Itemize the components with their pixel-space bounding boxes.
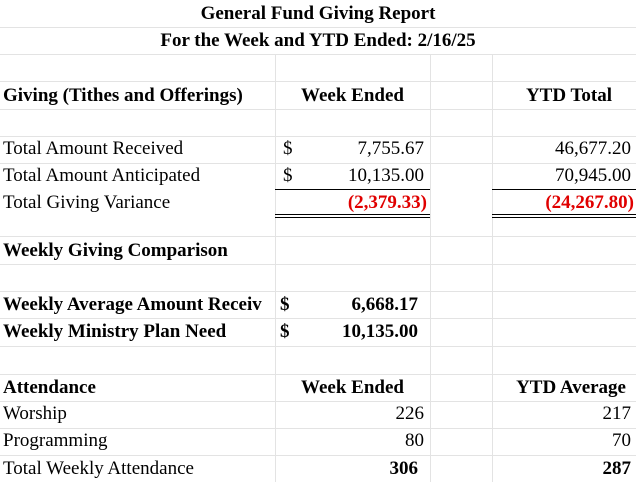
row-label: Programming bbox=[3, 430, 108, 451]
grid-line bbox=[0, 428, 636, 429]
column-heading: YTD Average bbox=[516, 377, 626, 398]
column-heading: Week Ended bbox=[301, 377, 404, 398]
grid-line bbox=[0, 27, 636, 28]
currency: $ bbox=[283, 165, 293, 186]
grid-line bbox=[0, 163, 636, 164]
grid-line bbox=[0, 81, 636, 82]
double-underline bbox=[275, 217, 430, 218]
grid-line bbox=[0, 455, 636, 456]
double-underline bbox=[492, 214, 636, 215]
row-label: Worship bbox=[3, 403, 67, 424]
grid-line bbox=[275, 54, 276, 482]
grid-line bbox=[0, 401, 636, 402]
section-heading: Weekly Giving Comparison bbox=[3, 240, 228, 261]
amount: 6,668.17 bbox=[351, 294, 419, 315]
grid-line bbox=[430, 54, 431, 482]
grid-line bbox=[0, 236, 636, 237]
report-title: General Fund Giving Report bbox=[200, 3, 436, 24]
section-heading: Giving (Tithes and Offerings) bbox=[3, 85, 243, 106]
amount: 46,677.20 bbox=[555, 138, 631, 159]
row-label: Total Giving Variance bbox=[3, 192, 171, 213]
grid-line bbox=[0, 374, 636, 375]
report-subtitle: For the Week and YTD Ended: 2/16/25 bbox=[160, 30, 476, 51]
amount: (24,267.80) bbox=[545, 192, 634, 213]
grid-line bbox=[492, 54, 493, 482]
underline bbox=[275, 189, 430, 190]
section-heading: Attendance bbox=[3, 377, 96, 398]
amount: 10,135.00 bbox=[348, 165, 424, 186]
column-heading: YTD Total bbox=[525, 85, 612, 106]
grid-line bbox=[0, 54, 636, 55]
currency: $ bbox=[280, 321, 290, 342]
column-heading: Week Ended bbox=[301, 85, 404, 106]
double-underline bbox=[275, 214, 430, 215]
count: 306 bbox=[389, 458, 419, 479]
grid-line bbox=[0, 109, 636, 110]
amount: 70,945.00 bbox=[555, 165, 631, 186]
currency: $ bbox=[280, 294, 290, 315]
double-underline bbox=[492, 217, 636, 218]
row-label: Weekly Average Amount Receiv bbox=[3, 294, 262, 315]
row-label: Total Weekly Attendance bbox=[3, 458, 194, 479]
amount: (2,379.33) bbox=[347, 192, 427, 213]
row-label: Weekly Ministry Plan Need bbox=[3, 321, 227, 342]
row-label: Total Amount Anticipated bbox=[3, 165, 201, 186]
count: 217 bbox=[602, 403, 632, 424]
count: 70 bbox=[612, 430, 631, 451]
count: 80 bbox=[405, 430, 424, 451]
underline bbox=[492, 189, 636, 190]
grid-line bbox=[0, 346, 636, 347]
count: 287 bbox=[602, 458, 632, 479]
grid-line bbox=[0, 136, 636, 137]
currency: $ bbox=[283, 138, 293, 159]
amount: 10,135.00 bbox=[342, 321, 418, 342]
grid-line bbox=[0, 264, 636, 265]
amount: 7,755.67 bbox=[357, 138, 425, 159]
count: 226 bbox=[395, 403, 425, 424]
row-label: Total Amount Received bbox=[3, 138, 184, 159]
grid-line bbox=[0, 318, 636, 319]
grid-line bbox=[0, 291, 636, 292]
